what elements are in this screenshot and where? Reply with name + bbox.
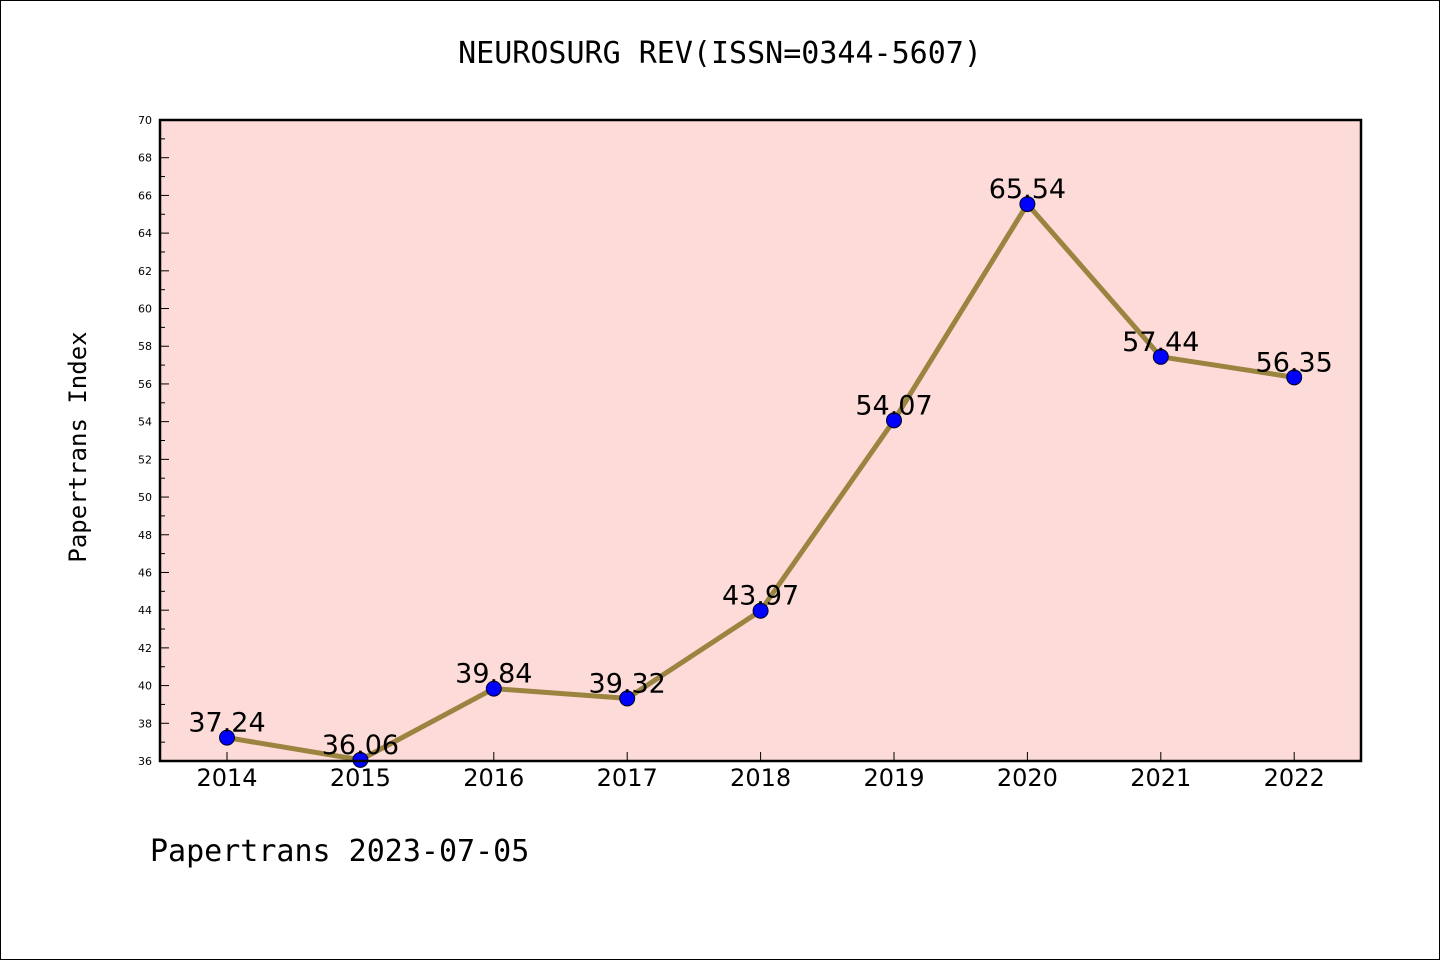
footer-text: Papertrans 2023-07-05 (150, 834, 530, 869)
data-point (886, 412, 902, 429)
x-tick-label: 2018 (730, 764, 791, 792)
y-axis: 36 38 40 42 44 46 48 50 52 54 56 58 60 62 64 66 68 70 (138, 114, 169, 768)
data-label: 37.24 (188, 708, 265, 739)
x-axis: 2014 2015 2016 2017 2018 2019 2020 2021 2022 (196, 752, 1325, 792)
y-tick-label: 58 (138, 340, 152, 353)
x-tick-label: 2020 (997, 764, 1058, 792)
y-tick-label: 48 (138, 529, 152, 542)
y-tick-label: 62 (138, 265, 152, 278)
data-point (485, 680, 502, 697)
data-point (1152, 348, 1169, 365)
data-label: 39.32 (589, 668, 666, 699)
x-tick-label: 2015 (330, 764, 391, 792)
data-label: 43.97 (722, 581, 799, 612)
data-point (1286, 369, 1303, 386)
y-tick-label: 54 (138, 416, 152, 429)
plot-border (158, 118, 1363, 763)
plot-area (160, 120, 1361, 761)
data-point (219, 729, 235, 746)
x-tick-label: 2017 (597, 764, 658, 792)
y-tick-label: 46 (138, 566, 152, 579)
chart-title: NEUROSURG REV(ISSN=0344-5607) (458, 36, 982, 71)
data-point (752, 602, 769, 619)
y-tick-label: 40 (138, 680, 152, 693)
data-label: 65.54 (989, 174, 1066, 205)
data-label: 57.44 (1122, 327, 1199, 358)
y-tick-label: 52 (138, 453, 152, 466)
y-tick-label: 60 (138, 303, 152, 316)
x-tick-label: 2014 (196, 764, 257, 792)
y-tick-label: 68 (138, 152, 152, 165)
data-point (1019, 196, 1036, 213)
x-tick-label: 2019 (863, 764, 924, 792)
y-tick-label: 44 (138, 604, 152, 617)
y-tick-label: 50 (138, 491, 152, 504)
y-tick-label: 56 (138, 378, 152, 391)
data-label: 39.84 (455, 659, 532, 690)
x-tick-label: 2016 (463, 764, 524, 792)
y-tick-label: 70 (138, 114, 152, 127)
data-label: 54.07 (855, 390, 932, 421)
data-point (619, 690, 636, 707)
y-tick-label: 66 (138, 189, 152, 202)
series-group: 37.24 36.06 39.84 39.32 43.97 54.07 65.54 57.44… (188, 174, 1333, 768)
y-tick-label: 42 (138, 642, 152, 655)
y-tick-label: 36 (138, 755, 152, 768)
y-tick-label: 64 (138, 227, 152, 240)
x-tick-label: 2022 (1264, 764, 1325, 792)
data-label: 56.35 (1256, 347, 1333, 378)
data-label: 36.06 (322, 730, 399, 761)
y-tick-label: 38 (138, 717, 152, 730)
x-tick-label: 2021 (1130, 764, 1191, 792)
